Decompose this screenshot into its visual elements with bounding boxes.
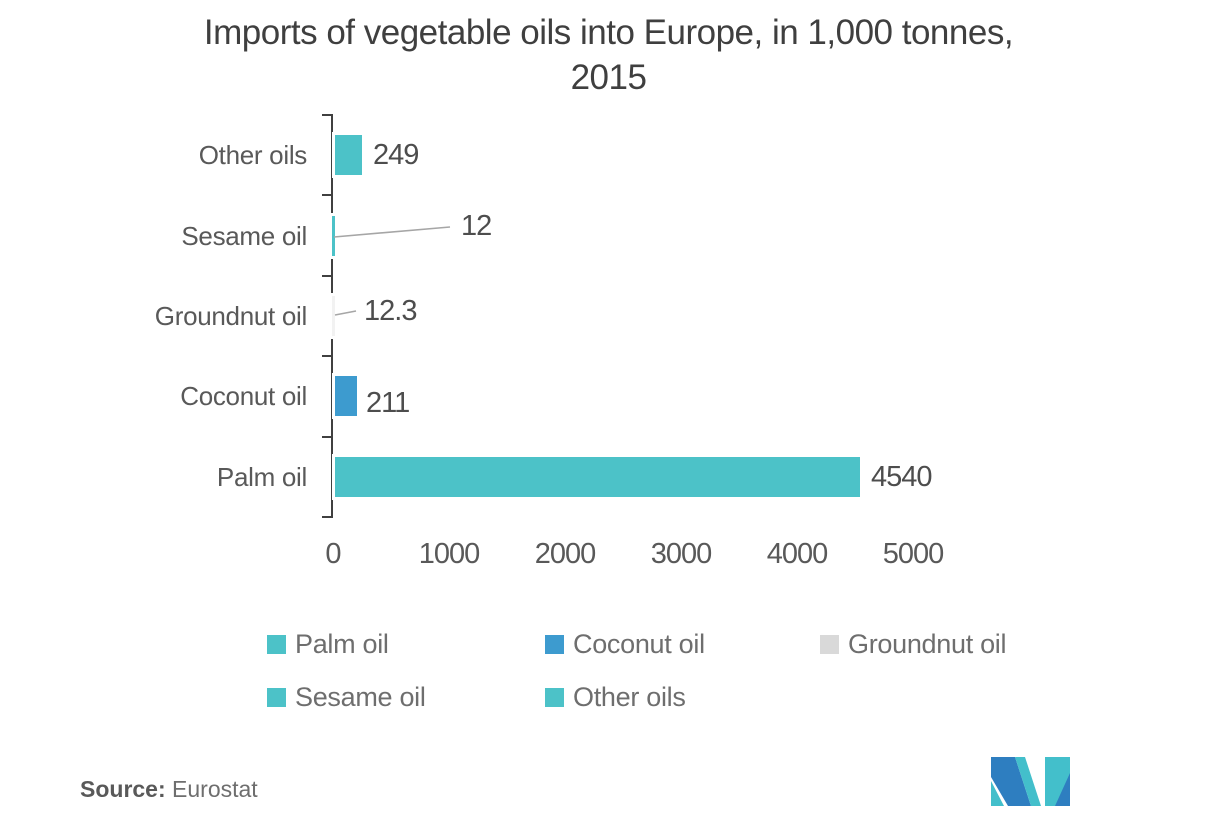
leader-line-sesame-oil [333, 226, 451, 238]
legend-label-coconut-oil: Coconut oil [573, 629, 705, 659]
chart-title: Imports of vegetable oils into Europe, i… [0, 10, 1217, 100]
category-label-coconut-oil: Coconut oil [180, 381, 307, 412]
y-axis-tick [322, 516, 332, 518]
x-tick-label-5000: 5000 [882, 538, 945, 570]
logo-shape-teal-stroke [1015, 757, 1041, 806]
category-label-other-oils: Other oils [198, 140, 308, 171]
legend-label-groundnut-oil: Groundnut oil [848, 629, 1007, 659]
y-axis-tick [322, 274, 332, 277]
mordor-intelligence-logo [991, 757, 1070, 806]
category-label-palm-oil: Palm oil [216, 461, 307, 492]
x-tick-label-4000: 4000 [766, 538, 829, 570]
legend-swatch-coconut-oil [543, 633, 566, 656]
source-label: Source: [80, 776, 166, 802]
x-tick-label-1000: 1000 [418, 538, 481, 570]
bar-groundnut-oil [329, 293, 337, 339]
logo-shape-teal-corner [991, 781, 1004, 806]
category-label-groundnut-oil: Groundnut oil [154, 301, 308, 331]
chart-title-line1: Imports of vegetable oils into Europe, i… [203, 13, 1014, 52]
legend-swatch-palm-oil [265, 633, 288, 656]
bar-palm-oil [332, 453, 863, 500]
legend-label-sesame-oil: Sesame oil [295, 682, 426, 712]
y-axis-tick [322, 194, 332, 197]
source-value: Eurostat [172, 776, 258, 802]
x-tick-label-2000: 2000 [534, 538, 597, 570]
chart-title-line2: 2015 [570, 58, 647, 97]
value-label-sesame-oil: 12 [461, 210, 492, 242]
legend-swatch-other-oils [543, 686, 566, 709]
value-label-other-oils: 249 [373, 139, 419, 172]
bar-sesame-oil [329, 212, 337, 259]
value-label-groundnut-oil: 12.3 [364, 295, 417, 327]
legend-item-palm-oil: Palm oil [265, 629, 389, 659]
legend-swatch-groundnut-oil [818, 633, 841, 656]
legend-label-palm-oil: Palm oil [295, 629, 389, 659]
y-axis-tick [322, 435, 332, 438]
bar-coconut-oil [331, 373, 361, 420]
value-label-palm-oil: 4540 [871, 460, 933, 493]
category-label-sesame-oil: Sesame oil [181, 220, 307, 251]
y-axis-tick [322, 114, 332, 116]
legend-item-other-oils: Other oils [543, 682, 686, 712]
y-axis-tick [322, 355, 332, 358]
leader-line-groundnut-oil [334, 310, 357, 316]
legend-item-groundnut-oil: Groundnut oil [818, 629, 1007, 659]
x-tick-label-3000: 3000 [650, 538, 713, 570]
source-line: Source: Eurostat [80, 776, 258, 803]
legend-swatch-sesame-oil [265, 686, 288, 709]
legend-item-coconut-oil: Coconut oil [543, 629, 705, 659]
legend-item-sesame-oil: Sesame oil [265, 682, 426, 712]
legend-label-other-oils: Other oils [573, 682, 686, 712]
value-label-coconut-oil: 211 [366, 387, 410, 420]
logo-shape-blue-corner [1055, 773, 1070, 806]
bar-other-oils [332, 132, 365, 179]
x-tick-label-0: 0 [325, 538, 341, 570]
logo-shape-blue-stroke [991, 757, 1031, 806]
